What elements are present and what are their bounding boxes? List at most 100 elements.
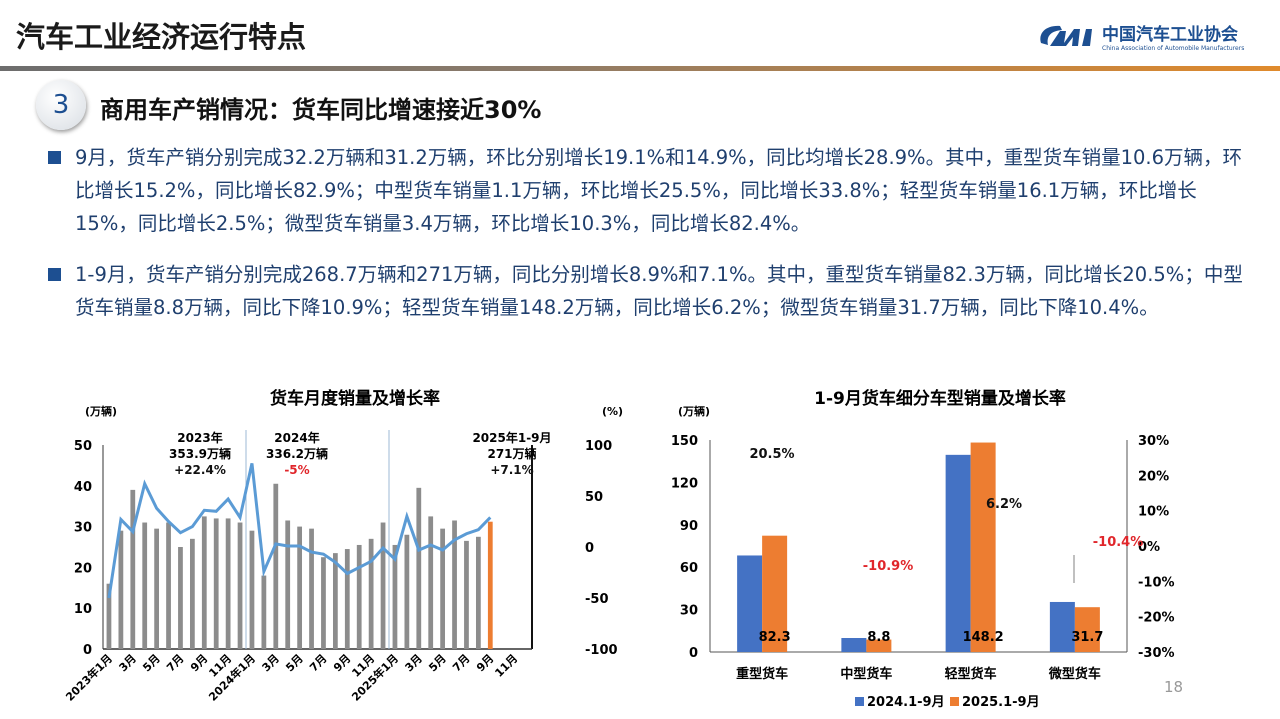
growth-line — [107, 463, 492, 599]
y2-tick-label: -100 — [585, 643, 618, 658]
legend-label: 2024.1-9月 — [867, 695, 945, 710]
y2-tick-label: -10% — [1138, 575, 1175, 590]
annotation-total: 336.2万辆 — [266, 446, 328, 461]
header-divider — [0, 66, 1280, 71]
y2-tick-label: -30% — [1138, 646, 1175, 661]
y-tick-label: 40 — [74, 480, 92, 495]
sales-bar — [249, 530, 255, 649]
section-heading: 商用车产销情况：货车同比增速接近30% — [100, 96, 542, 124]
y2-axis-unit: (%) — [602, 405, 623, 418]
y2-tick-label: 10% — [1138, 505, 1169, 520]
y-tick-label: 50 — [74, 439, 92, 454]
bullet-text: 1-9月，货车产销分别完成268.7万辆和271万辆，同比分别增长8.9%和7.… — [75, 263, 1243, 319]
y2-tick-label: 0 — [585, 541, 594, 556]
y-axis-unit: (万辆) — [85, 404, 117, 418]
bullet-text: 9月，货车产销分别完成32.2万辆和31.2万辆，环比分别增长19.1%和14.… — [75, 146, 1243, 235]
y2-tick-label: 100 — [585, 439, 612, 454]
sales-bar — [261, 575, 267, 649]
annotation-year: 2025年1-9月 — [472, 430, 551, 445]
logo-english: China Association of Automobile Manufact… — [1102, 45, 1245, 52]
sales-bar — [404, 534, 410, 649]
page-number: 18 — [1164, 678, 1184, 696]
caam-logo-icon — [1040, 25, 1092, 46]
growth-label: -10.4% — [1093, 535, 1144, 550]
segment-bar — [841, 638, 867, 652]
y-axis-unit: (万辆) — [678, 404, 710, 418]
chart-title: 1-9月货车细分车型销量及增长率 — [814, 388, 1066, 409]
sales-bar — [178, 547, 183, 649]
y2-tick-label: -20% — [1138, 611, 1175, 626]
annotation-growth: +7.1% — [490, 463, 533, 477]
sales-bar — [440, 528, 446, 649]
sales-bar — [237, 522, 243, 649]
sales-bar — [225, 518, 231, 649]
sales-bar — [118, 530, 124, 649]
sales-bar — [273, 483, 279, 649]
sales-bar — [309, 528, 314, 649]
sales-bar — [332, 553, 338, 649]
segment-bar — [1049, 601, 1075, 652]
sales-bar — [285, 520, 291, 649]
y-tick-label: 150 — [671, 434, 698, 449]
legend-swatch — [950, 697, 959, 706]
y2-tick-label: 0% — [1138, 540, 1160, 555]
annotation-growth: -5% — [284, 463, 309, 477]
sales-bar — [356, 544, 362, 649]
segment-bar — [737, 555, 763, 652]
annotation-year: 2023年 — [177, 430, 222, 445]
y2-tick-label: 30% — [1138, 434, 1169, 449]
sales-bar — [213, 518, 219, 649]
bullet-square-icon — [48, 151, 61, 164]
value-label: 148.2 — [963, 630, 1004, 645]
y2-tick-label: -50 — [585, 592, 609, 607]
bullet-paragraph: 9月，货车产销分别完成32.2万辆和31.2万辆，环比分别增长19.1%和14.… — [48, 141, 1248, 240]
category-label: 轻型货车 — [945, 666, 997, 682]
sales-bar — [142, 522, 148, 649]
category-label: 微型货车 — [1048, 666, 1101, 682]
y2-tick-label: 20% — [1138, 469, 1169, 484]
category-label: 重型货车 — [736, 666, 788, 682]
growth-label: 6.2% — [986, 497, 1022, 512]
annotation-year: 2024年 — [274, 430, 319, 445]
sales-bar — [380, 522, 386, 649]
legend-label: 2025.1-9月 — [962, 695, 1040, 710]
segment-bar — [970, 442, 996, 652]
y-tick-label: 60 — [680, 561, 698, 576]
sales-bar — [130, 489, 136, 649]
value-label: 8.8 — [867, 630, 890, 645]
bullet-paragraph: 1-9月，货车产销分别完成268.7万辆和271万辆，同比分别增长8.9%和7.… — [48, 258, 1248, 324]
y-tick-label: 0 — [689, 646, 698, 661]
annotation-total: 353.9万辆 — [169, 446, 231, 461]
monthly-truck-sales-chart: 货车月度销量及增长率 (万辆) (%) 0 10 20 30 40 50 -100 -50 0 50 10… — [63, 388, 624, 704]
sales-bar — [201, 516, 207, 649]
logo-name: 中国汽车工业协会 — [1102, 25, 1238, 45]
legend-swatch — [855, 697, 864, 706]
segment-bar — [866, 639, 892, 652]
sales-bar — [166, 522, 171, 649]
segment-bar — [762, 535, 788, 652]
sales-bar — [416, 487, 422, 649]
growth-label: 20.5% — [749, 447, 794, 462]
annotation-total: 271万辆 — [487, 446, 536, 461]
segment-bar — [1074, 607, 1100, 652]
bullet-square-icon — [48, 268, 61, 281]
sales-bar — [297, 526, 303, 649]
sales-bar — [452, 520, 457, 649]
chart-title: 货车月度销量及增长率 — [270, 388, 440, 409]
sales-bar — [321, 557, 326, 649]
sales-bar — [106, 583, 112, 649]
sales-bar — [487, 521, 493, 649]
sales-bar — [464, 540, 469, 649]
sales-bar — [428, 516, 434, 649]
sales-bar — [392, 544, 398, 649]
y-tick-label: 0 — [83, 643, 92, 658]
growth-label: -10.9% — [863, 559, 914, 574]
y-tick-label: 120 — [671, 476, 698, 491]
y-tick-label: 30 — [680, 604, 698, 619]
y-tick-label: 10 — [74, 602, 92, 617]
logo: 中国汽车工业协会 China Association of Automobile … — [1038, 20, 1244, 52]
section-number: 3 — [36, 80, 86, 130]
y-tick-label: 30 — [74, 521, 92, 536]
value-label: 31.7 — [1071, 630, 1103, 645]
